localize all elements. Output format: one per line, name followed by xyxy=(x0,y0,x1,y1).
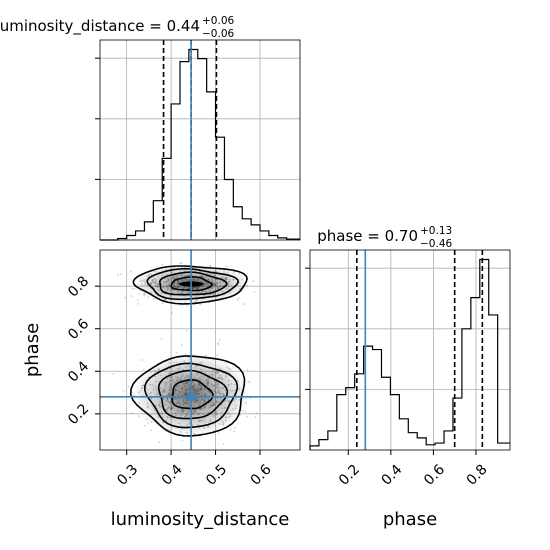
phase-quantile-lines xyxy=(356,250,484,450)
phase-ytick-label-0: 0.2 xyxy=(65,401,92,428)
sample-point xyxy=(242,303,245,305)
density-2d-xticks: 0.3 0.4 0.5 0.6 xyxy=(114,450,275,489)
sample-point xyxy=(246,369,249,371)
histogram-luminosity-distance-steps xyxy=(100,48,300,241)
sample-point xyxy=(133,287,136,290)
ld-xtick-label-3: 0.6 xyxy=(248,462,275,489)
phase-ytick-label-2: 0.6 xyxy=(65,316,92,343)
histogram-luminosity-distance: luminosity_distance = 0.44 +0.06 −0.06 xyxy=(0,15,301,241)
histogram-phase-steps xyxy=(309,258,510,450)
histogram-phase-yticks xyxy=(305,267,310,390)
ld-xtick-label-0: 0.3 xyxy=(114,462,141,489)
sample-point xyxy=(143,368,145,371)
contour-mode-1-level-1 xyxy=(157,369,229,420)
sample-point xyxy=(149,429,152,432)
ph-xtick-label-3: 0.8 xyxy=(464,462,491,489)
sample-point xyxy=(246,415,249,418)
sample-point xyxy=(137,299,140,301)
ph-xtick-label-1: 0.4 xyxy=(378,462,405,489)
sample-point xyxy=(175,351,178,354)
density-2d-luminosity-distance-phase: 0.3 0.4 0.5 0.6 0.2 0.4 0.6 0.8 xyxy=(65,249,301,489)
sample-point xyxy=(179,262,181,265)
sample-point xyxy=(233,430,236,433)
sample-point xyxy=(233,427,236,429)
ph-xtick-label-2: 0.6 xyxy=(421,462,448,489)
sample-point xyxy=(161,302,164,304)
phase-xticks: 0.2 0.4 0.6 0.8 xyxy=(336,450,491,489)
contour-mode-0-level-0 xyxy=(170,276,213,292)
contour-mode-0-level-2 xyxy=(146,267,240,301)
sample-point xyxy=(140,359,143,361)
luminosity-distance-title-plus: +0.06 xyxy=(202,15,234,27)
sample-point xyxy=(170,312,173,315)
phase-title: phase = 0.70 xyxy=(317,227,418,245)
x-axis-label-phase: phase xyxy=(383,509,437,530)
ld-xtick-label-2: 0.5 xyxy=(203,462,230,489)
histogram-phase-grid xyxy=(310,250,510,450)
ph-xtick-label-0: 0.2 xyxy=(336,462,363,489)
sample-point xyxy=(185,305,188,308)
sample-point xyxy=(236,298,239,301)
sample-point xyxy=(237,297,240,300)
sample-point xyxy=(129,270,132,273)
sample-point xyxy=(199,303,202,306)
histogram-luminosity-distance-yticks xyxy=(95,57,100,180)
sample-point xyxy=(131,287,134,290)
sample-point xyxy=(229,428,232,431)
sample-point xyxy=(138,292,140,295)
sample-point xyxy=(180,344,183,346)
sample-point xyxy=(122,389,125,392)
luminosity-distance-title-minus: −0.06 xyxy=(202,28,234,40)
density-2d-yticks: 0.2 0.4 0.6 0.8 xyxy=(65,273,100,428)
sample-point xyxy=(158,441,161,443)
y-axis-label-phase: phase xyxy=(22,323,43,377)
histogram-luminosity-distance-grid xyxy=(100,40,300,240)
sample-point xyxy=(116,273,119,276)
phase-title-minus: −0.46 xyxy=(420,238,452,250)
x-axis-label-luminosity-distance: luminosity_distance xyxy=(111,509,290,530)
sample-point xyxy=(124,296,126,299)
phase-ytick-label-3: 0.8 xyxy=(65,273,92,300)
sample-point xyxy=(185,329,188,332)
contour-mode-1-level-2 xyxy=(143,362,239,429)
phase-ytick-label-1: 0.4 xyxy=(65,358,92,385)
sample-point xyxy=(216,354,219,357)
sample-point xyxy=(218,339,221,342)
sample-point xyxy=(244,411,247,413)
sample-point xyxy=(217,342,219,345)
sample-point xyxy=(137,303,140,305)
sample-point xyxy=(180,261,183,264)
sample-point xyxy=(181,439,184,442)
sample-point xyxy=(253,290,256,293)
sample-point xyxy=(120,273,122,275)
density-2d-truth-marker xyxy=(187,392,196,401)
luminosity-distance-title: luminosity_distance = 0.44 xyxy=(0,17,200,36)
sample-point xyxy=(252,280,255,282)
sample-point xyxy=(161,263,163,266)
contour-mode-0-level-3 xyxy=(132,265,248,305)
sample-point xyxy=(225,265,228,268)
phase-title-plus: +0.13 xyxy=(420,225,452,237)
contour-mode-1-level-3 xyxy=(129,355,246,437)
sample-point xyxy=(131,412,134,415)
histogram-phase: phase = 0.70 +0.13 −0.46 xyxy=(305,225,511,451)
sample-point xyxy=(255,412,258,415)
sample-point xyxy=(217,432,220,435)
sample-point xyxy=(143,424,146,427)
sample-point xyxy=(138,415,140,418)
sample-point xyxy=(127,385,130,388)
sample-point xyxy=(248,381,251,384)
contour-mode-1-level-0 xyxy=(171,379,214,410)
sample-point xyxy=(112,372,115,375)
contour-mode-0-level-1 xyxy=(159,271,228,296)
sample-point xyxy=(217,343,220,346)
sample-point xyxy=(160,337,163,340)
ld-xtick-label-1: 0.4 xyxy=(159,462,186,489)
sample-point xyxy=(247,380,250,383)
sample-point xyxy=(222,443,225,446)
sample-point xyxy=(130,295,133,297)
sample-point xyxy=(254,416,257,419)
